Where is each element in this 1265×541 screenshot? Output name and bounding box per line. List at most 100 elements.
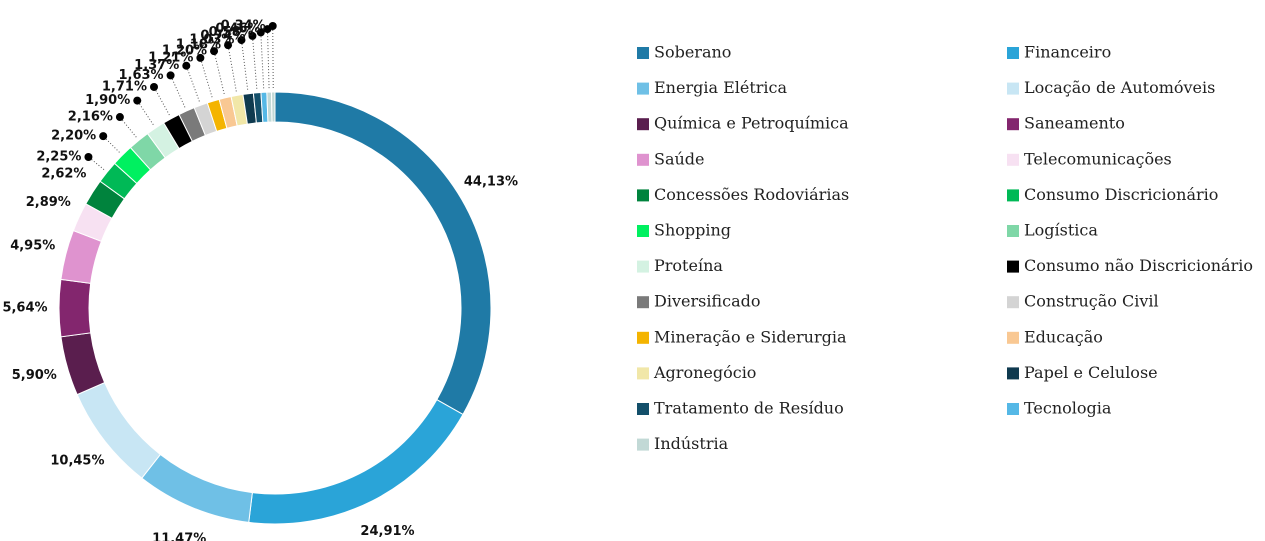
legend-label: Indústria <box>654 434 729 453</box>
leader-line <box>213 51 225 95</box>
legend-swatch <box>1007 118 1019 131</box>
legend-swatch <box>1007 225 1019 237</box>
legend-label: Química e Petroquímica <box>654 114 849 133</box>
legend-swatch <box>637 403 649 415</box>
legend-label: Concessões Rodoviárias <box>654 185 849 204</box>
leader-line <box>102 135 120 153</box>
legend-label: Tecnologia <box>1024 399 1112 418</box>
data-label: 1,71% <box>102 79 147 94</box>
data-label: 11,47% <box>152 531 206 541</box>
legend-swatch <box>1007 296 1019 309</box>
data-label: 2,25% <box>36 150 81 165</box>
data-label: 1,18% <box>176 38 221 53</box>
data-label: 0,46% <box>215 22 260 37</box>
legend-label: Educação <box>1024 327 1103 346</box>
legend-swatch <box>1007 82 1019 95</box>
leader-line <box>119 116 137 138</box>
leader-line <box>170 75 186 108</box>
legend-swatch <box>637 260 649 273</box>
leader-line <box>260 32 265 89</box>
legend-swatch <box>1007 331 1019 344</box>
donut-slice <box>58 278 92 338</box>
legend-swatch <box>637 438 649 451</box>
leader-dot <box>115 113 124 122</box>
data-label: 2,16% <box>68 110 113 125</box>
leader-line <box>240 40 249 90</box>
data-label: 1,37% <box>134 58 179 73</box>
donut-slice <box>271 91 276 123</box>
data-label: 0,34% <box>221 19 266 34</box>
legend-swatch <box>1007 260 1019 273</box>
legend-label: Proteína <box>654 256 723 275</box>
legend-swatch <box>637 118 649 131</box>
legend-swatch <box>637 82 649 95</box>
legend-label: Soberano <box>654 43 731 62</box>
legend-label: Consumo não Discricionário <box>1024 256 1253 275</box>
legend-swatch <box>1007 403 1019 415</box>
data-label: 0,74% <box>200 28 245 43</box>
legend-swatch <box>637 296 649 309</box>
leader-line <box>266 29 270 89</box>
data-label: 2,20% <box>51 129 96 144</box>
leader-line <box>88 156 105 170</box>
leader-line <box>251 35 258 89</box>
legend-label: Consumo Discricionário <box>1024 185 1218 204</box>
legend-swatch <box>1007 189 1019 202</box>
legend-label: Mineração e Siderurgia <box>654 327 847 346</box>
legend-swatch <box>1007 153 1019 166</box>
data-label: 4,95% <box>10 239 55 254</box>
donut-slice <box>60 332 106 396</box>
leader-dot <box>268 22 277 31</box>
data-label: 1,03% <box>189 33 234 48</box>
legend-swatch <box>637 153 649 166</box>
legend-label: Papel e Celulose <box>1024 363 1158 382</box>
data-label: 24,91% <box>360 524 414 539</box>
leader-dot <box>166 71 175 80</box>
legend-swatch <box>1007 47 1019 59</box>
leader-line <box>153 86 170 116</box>
legend-label: Shopping <box>654 221 731 240</box>
leader-dot <box>224 41 233 50</box>
leader-dot <box>150 82 159 91</box>
donut-slice <box>274 91 492 416</box>
data-label: 1,63% <box>118 68 163 83</box>
data-label: 5,64% <box>2 301 47 316</box>
leader-dot <box>182 61 191 70</box>
legend-label: Agronegócio <box>653 363 756 382</box>
legend-swatch <box>637 331 649 344</box>
legend-label: Tratamento de Resíduo <box>654 399 844 418</box>
leader-line <box>185 65 200 102</box>
donut-slice <box>141 453 253 523</box>
data-label: 10,45% <box>50 454 104 469</box>
data-label: 1,90% <box>85 93 130 108</box>
data-label: 44,13% <box>464 175 518 190</box>
legend-swatch <box>637 189 649 202</box>
legend-label: Saneamento <box>1024 114 1125 133</box>
legend-label: Financeiro <box>1024 43 1111 62</box>
data-label: 1,21% <box>148 50 193 65</box>
data-label: 2,62% <box>41 167 86 182</box>
legend-swatch <box>637 367 649 380</box>
leader-dot <box>84 153 93 162</box>
data-label: 1,20% <box>162 44 207 59</box>
leader-line <box>199 57 213 98</box>
legend-label: Telecomunicações <box>1024 149 1172 168</box>
legend-swatch <box>637 47 649 59</box>
donut-slice <box>248 398 464 525</box>
leader-dot <box>237 36 246 45</box>
leader-dot <box>248 31 257 40</box>
leader-dot <box>256 28 265 37</box>
legend-swatch <box>1007 367 1019 380</box>
legend-swatch <box>637 225 649 237</box>
leader-dot <box>99 132 108 141</box>
legend-label: Energia Elétrica <box>654 78 788 97</box>
legend-label: Saúde <box>654 149 705 168</box>
leader-line <box>227 45 237 92</box>
legend-label: Locação de Automóveis <box>1024 78 1215 97</box>
leader-dot <box>210 47 219 56</box>
leader-dot <box>196 53 205 62</box>
leader-dot <box>133 96 142 105</box>
data-label: 5,90% <box>12 368 57 383</box>
data-label: 2,89% <box>26 195 71 210</box>
